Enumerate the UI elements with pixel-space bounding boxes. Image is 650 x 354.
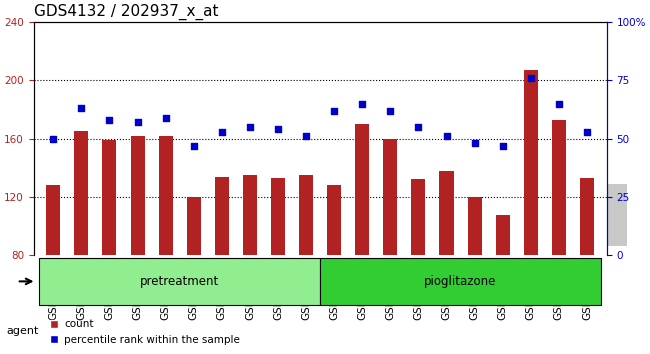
Point [188, 143, 199, 148]
Bar [214, 177, 229, 256]
Bar [384, 138, 397, 256]
Bar [46, 185, 60, 256]
Bar [243, 175, 257, 256]
Point [76, 105, 86, 111]
Point [329, 108, 339, 113]
Bar [552, 120, 566, 256]
Bar [580, 178, 594, 256]
Point [48, 136, 58, 141]
FancyBboxPatch shape [320, 258, 601, 305]
Point [161, 115, 171, 120]
Bar [439, 171, 454, 256]
Point [582, 129, 592, 135]
Point [554, 101, 564, 106]
Bar [103, 140, 116, 256]
Text: pretreatment: pretreatment [140, 275, 219, 288]
FancyBboxPatch shape [39, 258, 320, 305]
Point [413, 124, 424, 130]
Bar [74, 131, 88, 256]
Point [273, 126, 283, 132]
Point [497, 143, 508, 148]
Point [441, 133, 452, 139]
Bar [299, 175, 313, 256]
Bar [327, 185, 341, 256]
Point [526, 75, 536, 81]
Bar [131, 136, 144, 256]
Bar [524, 70, 538, 256]
Text: GDS4132 / 202937_x_at: GDS4132 / 202937_x_at [34, 4, 218, 21]
Text: pioglitazone: pioglitazone [424, 275, 497, 288]
Legend: count, percentile rank within the sample: count, percentile rank within the sample [44, 315, 244, 349]
Text: agent: agent [6, 326, 39, 336]
Bar [496, 215, 510, 256]
Point [301, 133, 311, 139]
Bar [411, 179, 426, 256]
Point [216, 129, 227, 135]
Point [133, 119, 143, 125]
Bar [356, 124, 369, 256]
Bar [467, 197, 482, 256]
Point [357, 101, 367, 106]
Point [244, 124, 255, 130]
Point [469, 141, 480, 146]
Point [385, 108, 396, 113]
Bar [271, 178, 285, 256]
Bar [159, 136, 173, 256]
Point [104, 117, 114, 123]
Bar [187, 197, 201, 256]
